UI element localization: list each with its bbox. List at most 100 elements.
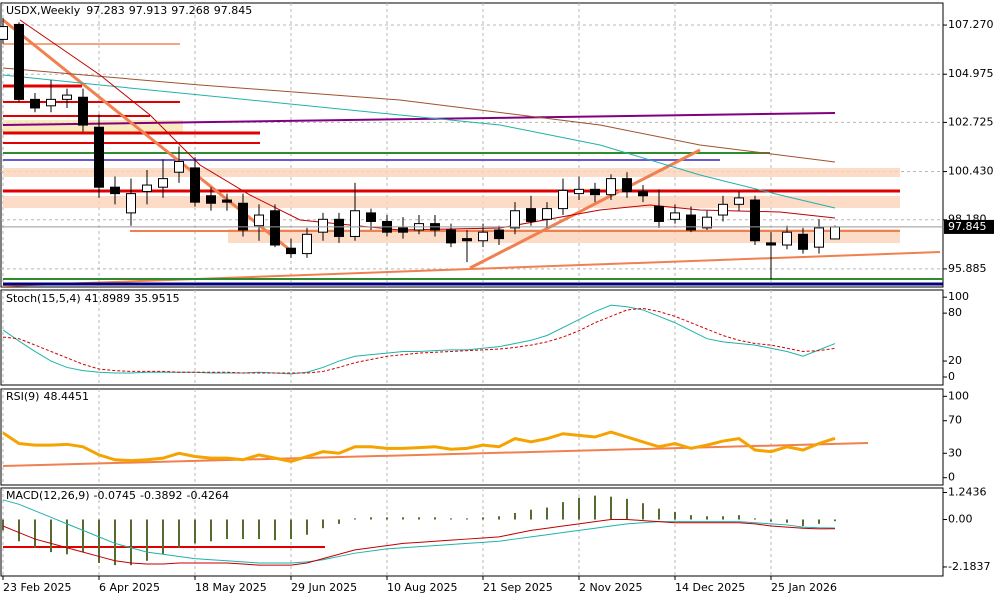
candle-body [558,189,568,210]
pane-header: RSI(9) 48.4451 [6,390,89,403]
histogram-bar [98,519,100,563]
indicator-line [2,519,836,566]
header-high: 97.913 [129,4,168,17]
histogram-bar [274,519,276,541]
candle-body [238,202,248,231]
candle-body [510,210,520,229]
histogram-bar [450,518,452,520]
histogram-bar [322,519,324,529]
histogram-bar [786,519,788,523]
histogram-bar [66,519,68,555]
histogram-bar [674,511,676,520]
histogram-bar [354,518,356,520]
histogram-bar [290,519,292,540]
candle-body [670,212,680,220]
last-price-label: 97.845 [948,220,987,233]
y-tick-label: 104.975 [948,67,994,80]
histogram-bar [594,495,596,520]
y-tick-label: 107.270 [948,18,994,31]
indicator-value: -0.3892 [140,489,182,502]
histogram-bar [690,515,692,520]
drawn-objects [2,18,943,548]
candle-body [222,199,232,203]
histogram-bar [642,503,644,520]
pane-frame [0,388,944,486]
candle-body [590,188,600,196]
candle-body [798,233,808,250]
candle-body [78,96,88,126]
histogram-bar [434,517,436,520]
candle-body [814,227,824,248]
y-tick-label: 100.430 [948,165,994,178]
indicator-line [2,499,836,564]
moving-average [2,67,836,163]
indicator-value: 48.4451 [43,390,89,403]
x-tick-label: 29 Jun 2025 [291,581,357,594]
histogram-bar [210,519,212,542]
indicator-name: RSI(9) [6,390,39,403]
x-tick-label: 18 May 2025 [195,581,267,594]
candle-body [462,238,472,242]
histogram-bar [386,517,388,520]
x-tick-label: 23 Feb 2025 [3,581,71,594]
indicator-name: Stoch(15,5,4) [6,292,81,305]
candle-body [110,186,120,195]
candle-body [302,233,312,255]
pane-header: MACD(12,26,9) -0.0745 -0.3892 -0.4264 [6,489,229,502]
zone [228,229,900,243]
candle-body [494,229,504,240]
x-tick-label: 14 Dec 2025 [675,581,745,594]
candle-body [206,195,216,204]
candle-body [30,98,40,109]
y-tick-label: 1.2436 [948,485,987,498]
histogram-bar [162,519,164,555]
indicator-value: -0.0745 [94,489,136,502]
x-tick-label: 21 Sep 2025 [483,581,553,594]
candle-body [158,178,168,188]
indicator-value: 35.9515 [134,292,180,305]
histogram-bar [626,498,628,520]
candle-body [94,126,104,188]
candle-body [142,184,152,192]
candle-body [0,26,8,40]
zone [3,168,900,177]
y-tick-label: 0.00 [948,513,973,526]
candle-body [334,218,344,237]
candle-body [654,205,664,222]
histogram-bar [770,519,772,522]
indicator-line [2,304,836,375]
histogram-bar [802,519,804,527]
histogram-bar [482,517,484,520]
candle-body [126,193,136,214]
y-tick-label: 100 [948,290,969,303]
histogram-bar [306,519,308,535]
candle-body [270,210,280,246]
candle-body [398,227,408,233]
histogram-bar [130,519,132,566]
indicator-line [2,307,836,374]
histogram-bar [194,519,196,544]
candle-body [686,214,696,231]
histogram-bar [818,519,820,524]
histogram-bar [370,517,372,520]
y-tick-label: 30 [948,446,962,459]
candle-body [478,231,488,242]
indicator-line [2,430,836,463]
candle-body [286,247,296,255]
histogram-bar [466,518,468,520]
pane-header: USDX,Weekly 97.283 97.913 97.268 97.845 [6,4,252,17]
histogram-bar [578,497,580,520]
histogram-bar [514,512,516,520]
candle-body [14,23,24,100]
histogram-bar [498,516,500,520]
pane-frame [0,487,944,577]
histogram-bar [178,519,180,548]
candle-body [446,229,456,244]
y-tick-label: 100 [948,389,969,402]
histogram-bar [722,516,724,520]
histogram-bar [706,516,708,520]
x-tick-label: 6 Apr 2025 [99,581,160,594]
last-price-box [944,219,994,234]
y-tick-label: 70 [948,414,962,427]
candle-body [638,190,648,197]
